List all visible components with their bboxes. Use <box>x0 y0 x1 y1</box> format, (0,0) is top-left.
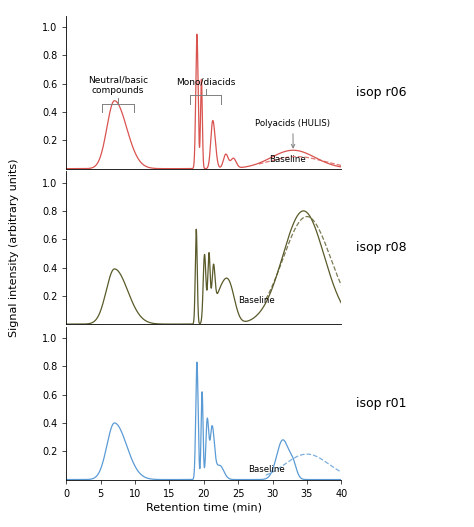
Text: Neutral/basic
compounds: Neutral/basic compounds <box>88 76 148 95</box>
Text: isop r08: isop r08 <box>356 241 406 254</box>
X-axis label: Retention time (min): Retention time (min) <box>146 503 262 513</box>
Text: isop r06: isop r06 <box>356 86 406 99</box>
Text: Baseline: Baseline <box>238 296 275 305</box>
Text: Baseline: Baseline <box>269 154 306 163</box>
Text: isop r01: isop r01 <box>356 397 406 409</box>
Text: Mono/diacids: Mono/diacids <box>176 77 235 86</box>
Text: Polyacids (HULIS): Polyacids (HULIS) <box>255 119 330 148</box>
Text: Baseline: Baseline <box>248 465 285 474</box>
Text: Signal intensity (arbitrary units): Signal intensity (arbitrary units) <box>9 159 19 337</box>
